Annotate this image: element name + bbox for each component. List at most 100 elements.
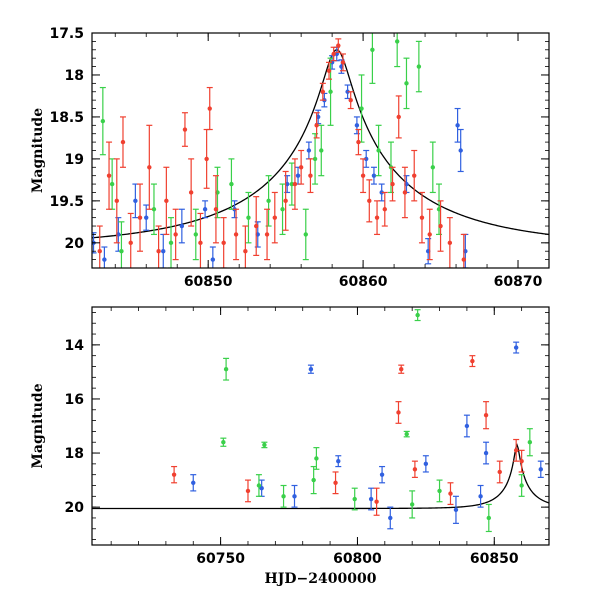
bot-data-point [307, 364, 314, 374]
top-data-point [143, 204, 150, 231]
top-axis-ticks: 60850 60860 60870 17.5 18 18.5 19 19.5 20 [49, 26, 550, 290]
top-data-point [137, 183, 144, 252]
top-data-point [446, 217, 453, 268]
top-data-point [150, 183, 157, 236]
top-data-point [454, 107, 461, 143]
bot-data-point [409, 490, 416, 519]
bot-data-point [483, 441, 490, 465]
bot-data-point [223, 357, 230, 381]
top-data-point [228, 158, 235, 210]
top-data-point [457, 128, 464, 173]
bot-y-tick-label: 20 [65, 500, 85, 516]
top-data-point [101, 246, 108, 268]
bot-data-point [436, 479, 443, 503]
top-data-point [202, 200, 209, 219]
top-data-point [394, 33, 401, 68]
top-data-point [298, 149, 305, 185]
top-y-tick-label: 19.5 [49, 194, 84, 210]
bot-y-tick-label: 16 [65, 392, 84, 408]
bot-data-point [368, 487, 375, 511]
bot-data-point [411, 460, 418, 478]
top-data-point [418, 191, 425, 244]
bot-data-point [351, 487, 358, 511]
top-data-point [119, 116, 126, 168]
top-data-point [318, 124, 325, 177]
bottom-y-axis-label: Magnitude [30, 383, 46, 468]
bot-data-point [291, 484, 298, 508]
bottom-x-axis-label: HJD−2400000 [265, 571, 377, 587]
bot-data-point [447, 482, 454, 506]
top-data-point [220, 217, 227, 268]
bot-data-point [463, 414, 470, 438]
bot-data-point [513, 438, 520, 462]
top-data-point [363, 149, 370, 168]
top-data-point [178, 208, 185, 244]
bot-x-tick-label: 60800 [333, 551, 382, 567]
bot-data-point [190, 474, 197, 492]
top-data-point [113, 158, 120, 244]
top-data-point [307, 158, 314, 194]
bot-data-point [469, 355, 476, 368]
top-data-point [374, 200, 381, 236]
top-data-point [206, 86, 213, 131]
top-data-point [264, 208, 271, 261]
top-data-point [401, 166, 408, 219]
top-data-point [347, 91, 354, 110]
top-data-point [395, 95, 402, 139]
top-data-point [245, 191, 252, 244]
top-data-point [339, 53, 346, 72]
top-y-tick-label: 18.5 [49, 110, 84, 126]
top-data-point [233, 208, 240, 261]
top-data-point [118, 221, 125, 268]
bot-data-point [220, 437, 227, 447]
bot-data-point [483, 401, 490, 430]
top-data-point [319, 82, 326, 101]
bot-data-point [537, 460, 544, 478]
top-x-tick-label: 60850 [184, 274, 233, 290]
bot-data-point [313, 447, 320, 470]
top-data-point [279, 183, 286, 236]
bottom-panel: 60750 60800 60850 14 16 18 20 Magnitude HJD−24… [30, 306, 550, 587]
bot-y-tick-label: 18 [65, 446, 84, 462]
top-data-point [253, 196, 260, 257]
top-data-point [326, 61, 333, 80]
bot-data-point [310, 465, 317, 495]
top-data-point [181, 112, 188, 147]
top-model-curve [92, 49, 549, 239]
top-data-point [99, 86, 106, 156]
top-data-point [389, 166, 396, 202]
top-x-tick-label: 60860 [339, 274, 388, 290]
bot-data-point [485, 503, 492, 533]
top-data-point [188, 158, 195, 227]
top-y-tick-label: 18 [65, 68, 84, 84]
bot-data-point [477, 484, 484, 508]
top-data-point [460, 233, 467, 268]
bot-x-tick-label: 60750 [196, 551, 245, 567]
bot-data-point [496, 460, 503, 484]
top-data-point [127, 212, 134, 268]
bot-data-point [518, 449, 525, 473]
top-y-tick-label: 17.5 [49, 26, 84, 42]
bot-data-point [518, 474, 525, 497]
top-data-point [302, 208, 309, 261]
top-x-tick-label: 60870 [494, 274, 543, 290]
bot-data-point [335, 455, 342, 468]
top-data-point [429, 141, 436, 194]
top-data-point [313, 112, 320, 139]
top-data-point [168, 217, 175, 268]
top-data-point [197, 212, 204, 268]
top-data-point [288, 162, 295, 206]
bot-y-tick-label: 14 [65, 338, 85, 354]
top-data-point [355, 128, 362, 156]
bot-data-point [255, 474, 262, 497]
bottom-axis-ticks: 60750 60800 60850 14 16 18 20 [65, 307, 550, 567]
bot-x-tick-label: 60850 [470, 551, 519, 567]
bot-data-point [280, 484, 287, 508]
bot-data-point [422, 455, 429, 473]
top-data-point [381, 191, 388, 227]
top-data-point [415, 40, 422, 93]
top-data-point [106, 141, 113, 210]
top-data-point [375, 124, 382, 177]
bot-data-point [513, 341, 520, 354]
bottom-plot-frame [91, 306, 550, 546]
